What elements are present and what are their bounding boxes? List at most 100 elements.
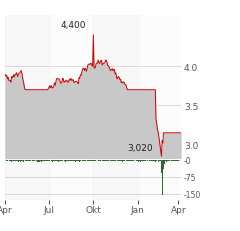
Bar xyxy=(15,160,16,161)
Bar xyxy=(71,160,72,162)
Bar xyxy=(77,160,78,161)
Bar xyxy=(82,160,83,162)
Bar xyxy=(93,16,138,159)
Bar xyxy=(26,160,27,161)
Bar xyxy=(124,160,125,161)
Bar xyxy=(132,160,133,161)
Bar xyxy=(39,160,40,162)
Bar xyxy=(110,160,111,161)
Bar xyxy=(158,160,159,162)
Bar xyxy=(12,160,13,162)
Bar xyxy=(148,160,149,161)
Bar xyxy=(155,160,156,162)
Bar xyxy=(25,160,26,162)
Bar xyxy=(105,160,106,161)
Bar xyxy=(49,16,93,159)
Bar xyxy=(9,160,10,161)
Bar xyxy=(18,160,19,162)
Bar xyxy=(41,160,42,162)
Bar xyxy=(13,160,14,161)
Bar xyxy=(101,160,102,161)
Bar xyxy=(43,160,44,162)
Bar xyxy=(170,160,171,161)
Bar xyxy=(141,160,142,161)
Bar xyxy=(67,160,68,162)
Bar xyxy=(78,160,79,161)
Bar xyxy=(40,160,41,161)
Bar xyxy=(53,160,54,162)
Bar xyxy=(174,160,175,161)
Bar xyxy=(100,160,101,161)
Bar xyxy=(177,160,178,161)
Bar xyxy=(146,160,147,161)
Bar xyxy=(14,160,15,161)
Bar xyxy=(88,160,89,162)
Bar xyxy=(145,160,146,161)
Bar xyxy=(30,160,31,161)
Bar xyxy=(49,159,93,200)
Bar xyxy=(142,160,143,161)
Bar xyxy=(103,160,104,162)
Bar xyxy=(93,159,138,200)
Bar xyxy=(52,160,53,162)
Bar xyxy=(60,160,61,162)
Bar xyxy=(51,160,52,161)
Bar xyxy=(5,160,6,161)
Bar xyxy=(24,160,25,161)
Bar xyxy=(160,160,161,161)
Bar xyxy=(138,160,139,162)
Bar xyxy=(119,160,120,162)
Bar xyxy=(27,160,28,161)
Bar xyxy=(147,160,148,162)
Bar xyxy=(42,160,43,161)
Bar xyxy=(121,160,122,162)
Bar xyxy=(29,160,30,161)
Text: 4,400: 4,400 xyxy=(61,21,86,30)
Bar xyxy=(173,160,174,162)
Bar xyxy=(5,16,49,159)
Bar xyxy=(138,16,179,159)
Bar xyxy=(169,160,170,161)
Bar xyxy=(102,160,103,161)
Bar xyxy=(108,160,109,161)
Bar xyxy=(62,160,63,161)
Bar xyxy=(144,160,145,161)
Bar xyxy=(139,160,140,161)
Bar xyxy=(135,160,136,161)
Bar xyxy=(50,160,51,161)
Bar xyxy=(131,160,132,161)
Bar xyxy=(151,160,152,162)
Bar xyxy=(156,160,157,161)
Bar xyxy=(168,160,169,161)
Bar xyxy=(92,160,93,161)
Bar xyxy=(166,160,167,162)
Bar xyxy=(99,160,100,161)
Bar xyxy=(126,160,127,161)
Bar xyxy=(164,160,165,162)
Bar xyxy=(5,159,49,200)
Bar xyxy=(66,160,67,162)
Bar xyxy=(90,160,91,162)
Bar xyxy=(36,160,37,161)
Bar xyxy=(127,160,128,161)
Bar xyxy=(150,160,151,161)
Bar xyxy=(83,160,84,161)
Bar xyxy=(149,160,150,161)
Bar xyxy=(46,160,47,162)
Bar xyxy=(115,160,116,162)
Bar xyxy=(125,160,126,161)
Bar xyxy=(111,160,112,161)
Bar xyxy=(118,160,119,161)
Bar xyxy=(123,160,124,161)
Bar xyxy=(134,160,135,161)
Bar xyxy=(153,160,154,161)
Bar xyxy=(120,160,121,162)
Bar xyxy=(96,160,97,161)
Bar xyxy=(104,160,105,161)
Bar xyxy=(63,160,64,161)
Bar xyxy=(23,160,24,162)
Bar xyxy=(154,160,155,161)
Bar xyxy=(137,160,138,161)
Bar xyxy=(70,160,71,161)
Bar xyxy=(56,160,57,161)
